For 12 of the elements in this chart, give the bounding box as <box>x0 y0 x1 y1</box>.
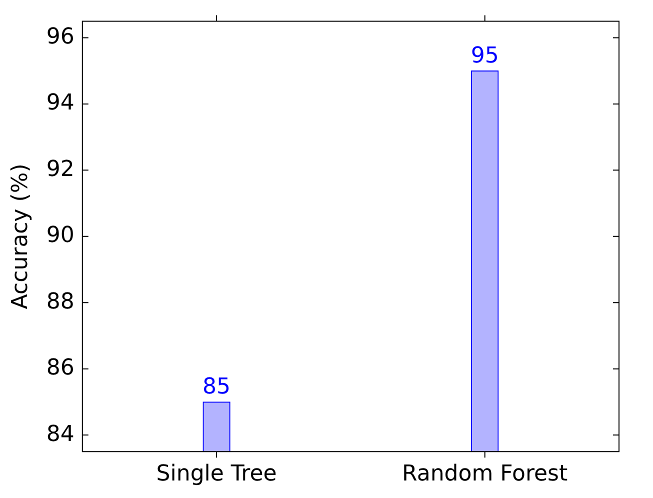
y-tick-label: 90 <box>46 223 74 248</box>
y-tick-label: 88 <box>46 289 74 314</box>
y-axis-title: Accuracy (%) <box>8 164 33 310</box>
x-tick-label: Random Forest <box>402 462 568 487</box>
y-tick-label: 92 <box>46 156 74 182</box>
y-tick-label: 86 <box>46 356 74 381</box>
data-label: 95 <box>470 44 499 69</box>
y-tick-label: 96 <box>46 24 74 50</box>
data-label: 85 <box>202 374 231 400</box>
y-tick-label: 84 <box>46 422 74 447</box>
y-tick-label: 94 <box>46 90 74 116</box>
x-tick-label: Single Tree <box>156 462 277 487</box>
